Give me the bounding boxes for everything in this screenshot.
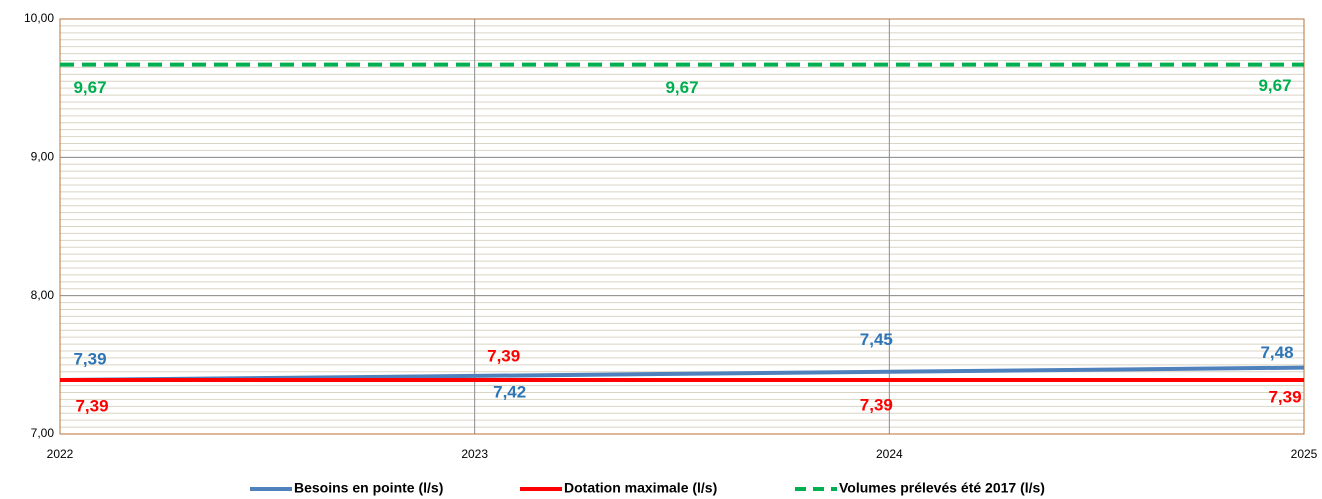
legend-label: Besoins en pointe (l/s) [294, 480, 443, 496]
value-label: 7,39 [487, 347, 520, 366]
legend-label: Dotation maximale (l/s) [564, 480, 717, 496]
y-tick-label: 10,00 [24, 11, 54, 25]
x-tick-label: 2025 [1291, 447, 1318, 461]
value-label: 7,39 [1268, 388, 1301, 407]
value-label: 7,39 [75, 397, 108, 416]
legend-label: Volumes prélevés été 2017 (l/s) [839, 480, 1045, 496]
value-label: 7,42 [493, 382, 526, 401]
value-label: 9,67 [73, 78, 106, 97]
value-label: 7,45 [860, 330, 893, 349]
value-label: 9,67 [665, 78, 698, 97]
y-tick-label: 8,00 [31, 288, 55, 302]
y-tick-label: 9,00 [31, 150, 55, 164]
value-label: 7,48 [1260, 343, 1293, 362]
x-tick-label: 2024 [876, 447, 903, 461]
value-label: 9,67 [1258, 76, 1291, 95]
value-label: 7,39 [73, 350, 106, 369]
value-label: 7,39 [860, 396, 893, 415]
x-tick-label: 2023 [461, 447, 488, 461]
x-tick-label: 2022 [47, 447, 74, 461]
series-line [59, 365, 1305, 383]
plot-border [59, 18, 1305, 435]
y-tick-label: 7,00 [31, 426, 55, 440]
